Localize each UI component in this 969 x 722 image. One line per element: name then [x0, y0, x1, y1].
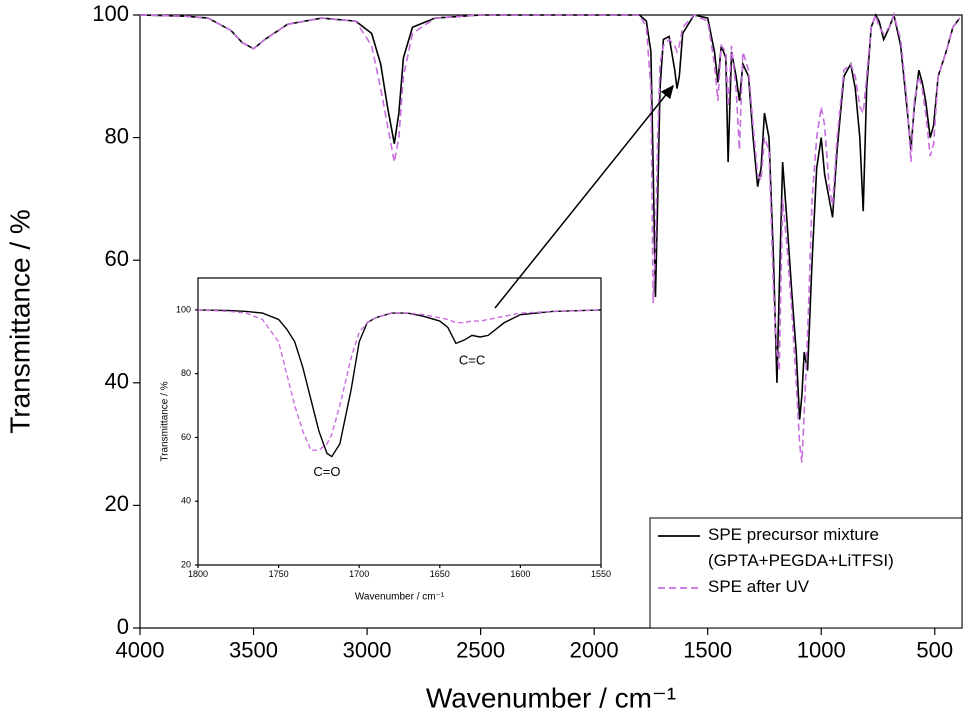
- x-tick-label: 1650: [430, 569, 450, 579]
- inset-background: [198, 278, 601, 565]
- legend-box: [649, 517, 963, 629]
- x-tick-label: 4000: [116, 637, 165, 662]
- main-plot: 4000 3500 3000 2500 2000 1500 1000 500 0 20 40 60 80…: [4, 1, 963, 713]
- x-axis-label: Wavenumber / cm⁻¹: [426, 682, 676, 713]
- y-tick-label: 40: [105, 369, 129, 394]
- plot-frame: [197, 277, 602, 566]
- y-axis-label: Transmittance / %: [4, 209, 35, 434]
- annotation: C=C: [459, 352, 485, 367]
- x-tick-label: 2500: [456, 637, 505, 662]
- x-tick-label: 2000: [570, 637, 619, 662]
- y-tick-label: 80: [105, 123, 129, 148]
- annotation: C=O: [313, 464, 340, 479]
- x-tick-label: 500: [916, 637, 953, 662]
- x-tick-label: 1550: [591, 569, 611, 579]
- y-tick-label: 80: [181, 368, 191, 378]
- y-tick-label: 0: [117, 614, 129, 639]
- y-tick-label: 100: [92, 1, 129, 26]
- y-tick-label: 20: [105, 491, 129, 516]
- inset-plot: 1800 1750 1700 1650 1600 1550 20 40 60 80 100 Waven…: [160, 277, 611, 603]
- y-tick-label: 60: [105, 246, 129, 271]
- x-tick-label: 1000: [797, 637, 846, 662]
- x-tick-label: 1600: [510, 569, 530, 579]
- y-tick-label: 100: [176, 304, 191, 314]
- x-tick-label: 1800: [188, 569, 208, 579]
- x-tick-label: 1700: [349, 569, 369, 579]
- x-tick-label: 1750: [269, 569, 289, 579]
- legend-label: SPE precursor mixture (GPTA+PEGDA+LiTFSI): [708, 525, 894, 570]
- legend-label: SPE after UV: [708, 577, 810, 596]
- y-tick-label: 40: [181, 496, 191, 506]
- y-tick-label: 60: [181, 432, 191, 442]
- arrow: [494, 84, 674, 309]
- x-axis-label: Wavenumber / cm⁻¹: [355, 592, 445, 603]
- line-series: [139, 12, 961, 420]
- line-series: [197, 309, 602, 451]
- y-tick-label: 20: [181, 559, 191, 569]
- y-axis-label: Transmittance / %: [160, 381, 171, 461]
- x-tick-label: 3500: [229, 637, 278, 662]
- x-tick-label: 3000: [343, 637, 392, 662]
- line-series: [139, 12, 961, 463]
- x-tick-label: 1500: [683, 637, 732, 662]
